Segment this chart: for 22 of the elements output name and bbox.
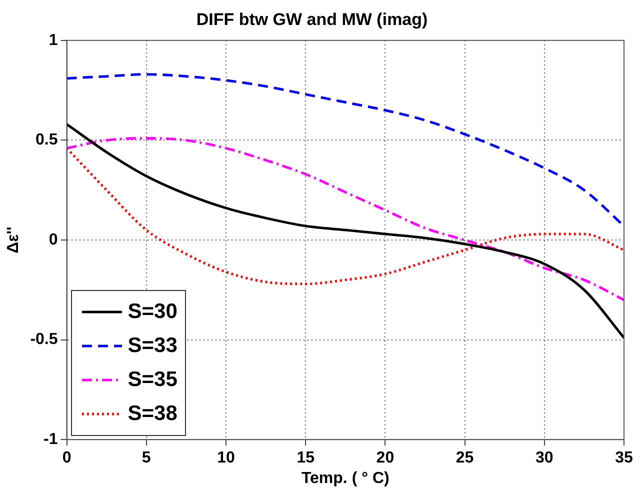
x-axis-title: Temp. ( ° C): [301, 470, 390, 487]
y-tick-label: -1: [44, 431, 58, 448]
chart-title: DIFF btw GW and MW (imag): [196, 10, 428, 29]
line-series: [66, 136, 624, 302]
x-tick-label: 25: [456, 450, 474, 467]
line-series: [66, 146, 624, 286]
y-tick-label: 0.5: [36, 132, 58, 149]
legend-label: S=38: [128, 402, 178, 426]
x-tick-label: 5: [142, 450, 151, 467]
legend-label: S=30: [128, 300, 178, 324]
x-tick-label: 0: [62, 450, 72, 467]
x-tick-label: 15: [296, 450, 315, 467]
x-tick-label: 35: [615, 450, 633, 467]
y-axis-title: Δε'': [5, 226, 22, 254]
x-tick-label: 30: [535, 450, 554, 467]
legend-label: S=33: [128, 334, 178, 358]
x-tick-label: 10: [217, 450, 235, 467]
y-tick-label: -0.5: [30, 331, 58, 348]
y-tick-label: 0: [48, 231, 58, 248]
legend-label: S=35: [128, 368, 178, 392]
y-tick-label: 1: [48, 32, 58, 49]
x-tick-label: 20: [376, 450, 394, 467]
